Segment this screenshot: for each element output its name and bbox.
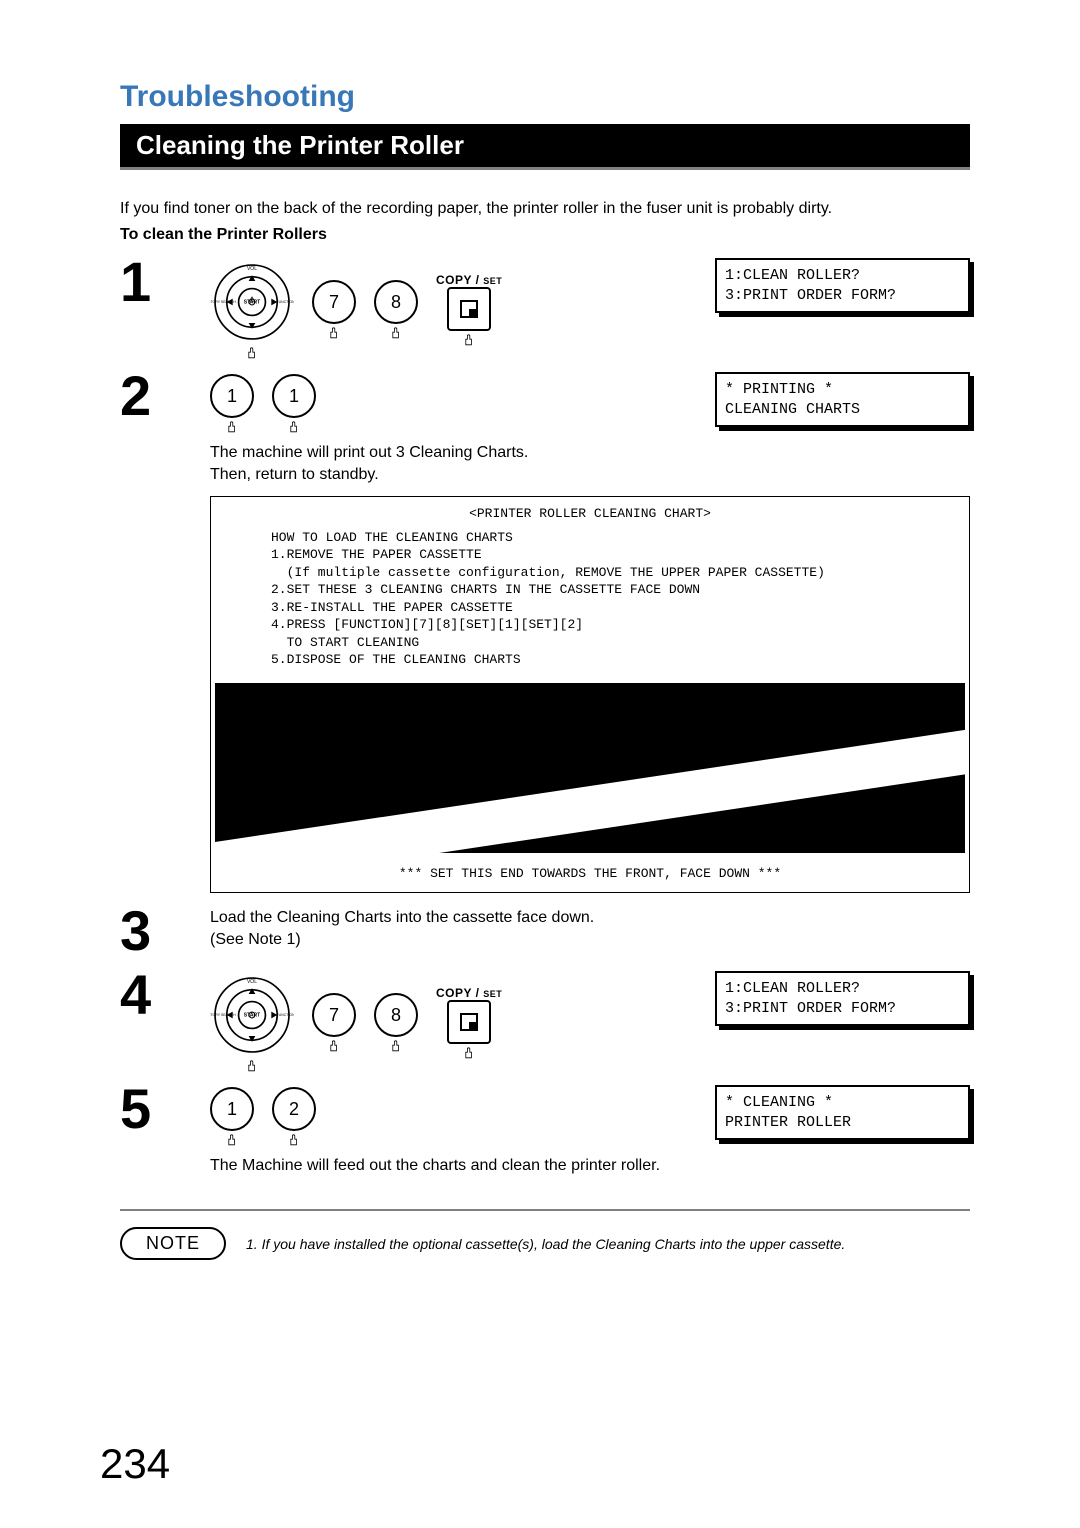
- copyset-label: COPY / SET: [436, 273, 502, 287]
- chart-line: 4.PRESS [FUNCTION][7][8][SET][1][SET][2]: [271, 616, 909, 634]
- lcd-line: * CLEANING *: [725, 1093, 960, 1113]
- svg-text:FUNCTION: FUNCTION: [277, 300, 294, 304]
- press-icon: [326, 326, 342, 340]
- step-2: 2 1 1 The machine will print out 3 Clean…: [120, 368, 970, 488]
- step-number: 5: [120, 1081, 210, 1137]
- step-text: The machine will print out 3 Cleaning Ch…: [210, 444, 970, 462]
- lcd-line: 3:PRINT ORDER FORM?: [725, 286, 960, 306]
- cleaning-chart: <PRINTER ROLLER CLEANING CHART> HOW TO L…: [210, 496, 970, 893]
- copyset-label: COPY / SET: [436, 986, 502, 1000]
- note-label: NOTE: [120, 1227, 226, 1260]
- lcd-line: 1:CLEAN ROLLER?: [725, 266, 960, 286]
- lcd-display: * PRINTING * CLEANING CHARTS: [715, 372, 970, 427]
- key-1-button: 1: [210, 1087, 254, 1131]
- key-set-button: [447, 287, 491, 331]
- press-icon: [388, 1039, 404, 1053]
- set-icon: [459, 299, 479, 319]
- chart-line: HOW TO LOAD THE CLEANING CHARTS: [271, 529, 909, 547]
- chart-line: 3.RE-INSTALL THE PAPER CASSETTE: [271, 599, 909, 617]
- page-number: 234: [100, 1440, 170, 1488]
- lcd-line: CLEANING CHARTS: [725, 400, 960, 420]
- svg-text:FUNCTION: FUNCTION: [277, 1013, 294, 1017]
- divider: [120, 1209, 970, 1211]
- key-1-button: 1: [210, 374, 254, 418]
- step-text: The Machine will feed out the charts and…: [210, 1157, 970, 1175]
- press-icon: [224, 420, 240, 434]
- key-1b-button: 1: [272, 374, 316, 418]
- lcd-line: PRINTER ROLLER: [725, 1113, 960, 1133]
- note-text: 1. If you have installed the optional ca…: [246, 1236, 845, 1252]
- key-8-button: 8: [374, 280, 418, 324]
- step-4: 4 VOL DIRECTORY SEARCH START FUNCTION: [120, 967, 970, 1073]
- press-icon: [244, 1059, 260, 1073]
- chart-gradient: [215, 683, 965, 853]
- chart-line: (If multiple cassette configuration, REM…: [271, 564, 909, 582]
- key-set-button: [447, 1000, 491, 1044]
- lcd-display: * CLEANING * PRINTER ROLLER: [715, 1085, 970, 1140]
- svg-text:VOL: VOL: [247, 266, 257, 272]
- set-icon: [459, 1012, 479, 1032]
- press-icon: [326, 1039, 342, 1053]
- step-text: (See Note 1): [210, 931, 970, 949]
- step-text: Then, return to standby.: [210, 466, 970, 484]
- step-number: 1: [120, 254, 210, 310]
- control-dial-icon: VOL DIRECTORY SEARCH START FUNCTION: [210, 260, 294, 344]
- subsection-bar: Cleaning the Printer Roller: [120, 124, 970, 170]
- svg-text:VOL: VOL: [247, 980, 257, 986]
- chart-line: 1.REMOVE THE PAPER CASSETTE: [271, 546, 909, 564]
- press-icon: [224, 1133, 240, 1147]
- chart-line: TO START CLEANING: [271, 634, 909, 652]
- lcd-line: * PRINTING *: [725, 380, 960, 400]
- step-number: 2: [120, 368, 210, 424]
- chart-footer: *** SET THIS END TOWARDS THE FRONT, FACE…: [211, 861, 969, 893]
- press-icon: [461, 1046, 477, 1060]
- key-7-button: 7: [312, 993, 356, 1037]
- chart-line: 2.SET THESE 3 CLEANING CHARTS IN THE CAS…: [271, 581, 909, 599]
- step-number: 4: [120, 967, 210, 1023]
- chart-line: 5.DISPOSE OF THE CLEANING CHARTS: [271, 651, 909, 669]
- press-icon: [388, 326, 404, 340]
- step-5: 5 1 2 The Machine will feed out the char…: [120, 1081, 970, 1179]
- key-7-button: 7: [312, 280, 356, 324]
- key-2-button: 2: [272, 1087, 316, 1131]
- subhead: To clean the Printer Rollers: [120, 226, 970, 244]
- lcd-line: 1:CLEAN ROLLER?: [725, 979, 960, 999]
- section-title: Troubleshooting: [120, 80, 970, 114]
- lcd-display: 1:CLEAN ROLLER? 3:PRINT ORDER FORM?: [715, 258, 970, 313]
- press-icon: [286, 1133, 302, 1147]
- step-1: 1 VOL DIRECTORY SEARCH START FUNCTION: [120, 254, 970, 360]
- intro-text: If you find toner on the back of the rec…: [120, 200, 970, 218]
- press-icon: [461, 333, 477, 347]
- press-icon: [244, 346, 260, 360]
- key-8-button: 8: [374, 993, 418, 1037]
- step-number: 3: [120, 903, 210, 959]
- note-row: NOTE 1. If you have installed the option…: [120, 1227, 970, 1260]
- step-3: 3 Load the Cleaning Charts into the cass…: [120, 903, 970, 959]
- press-icon: [286, 420, 302, 434]
- step-text: Load the Cleaning Charts into the casset…: [210, 909, 970, 927]
- control-dial-icon: VOL DIRECTORY SEARCH START FUNCTION: [210, 973, 294, 1057]
- lcd-display: 1:CLEAN ROLLER? 3:PRINT ORDER FORM?: [715, 971, 970, 1026]
- lcd-line: 3:PRINT ORDER FORM?: [725, 999, 960, 1019]
- chart-title: <PRINTER ROLLER CLEANING CHART>: [271, 505, 909, 523]
